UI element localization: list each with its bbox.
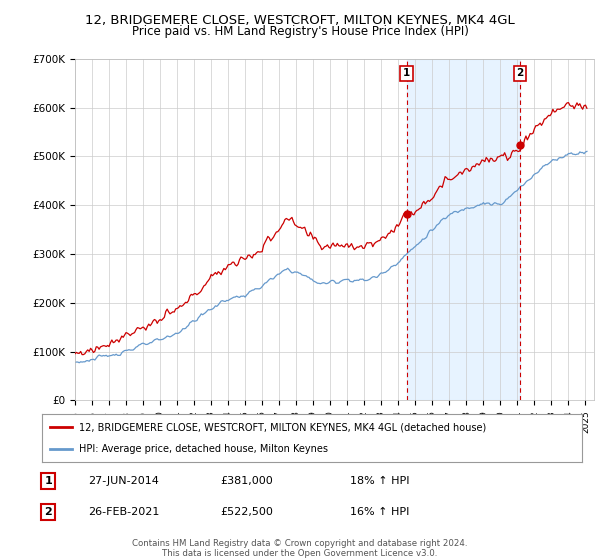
Text: 2: 2 — [44, 507, 52, 517]
Text: This data is licensed under the Open Government Licence v3.0.: This data is licensed under the Open Gov… — [163, 549, 437, 558]
Text: 1: 1 — [44, 476, 52, 486]
Text: 12, BRIDGEMERE CLOSE, WESTCROFT, MILTON KEYNES, MK4 4GL (detached house): 12, BRIDGEMERE CLOSE, WESTCROFT, MILTON … — [79, 422, 486, 432]
Text: Price paid vs. HM Land Registry's House Price Index (HPI): Price paid vs. HM Land Registry's House … — [131, 25, 469, 38]
Text: 1: 1 — [403, 68, 410, 78]
Text: Contains HM Land Registry data © Crown copyright and database right 2024.: Contains HM Land Registry data © Crown c… — [132, 539, 468, 548]
Text: 26-FEB-2021: 26-FEB-2021 — [88, 507, 159, 517]
Text: 12, BRIDGEMERE CLOSE, WESTCROFT, MILTON KEYNES, MK4 4GL: 12, BRIDGEMERE CLOSE, WESTCROFT, MILTON … — [85, 14, 515, 27]
Text: 27-JUN-2014: 27-JUN-2014 — [88, 476, 159, 486]
Text: £381,000: £381,000 — [220, 476, 273, 486]
Text: 18% ↑ HPI: 18% ↑ HPI — [350, 476, 409, 486]
Text: 16% ↑ HPI: 16% ↑ HPI — [350, 507, 409, 517]
Text: HPI: Average price, detached house, Milton Keynes: HPI: Average price, detached house, Milt… — [79, 444, 328, 454]
Text: 2: 2 — [517, 68, 524, 78]
Bar — [407, 59, 520, 400]
Text: £522,500: £522,500 — [220, 507, 273, 517]
